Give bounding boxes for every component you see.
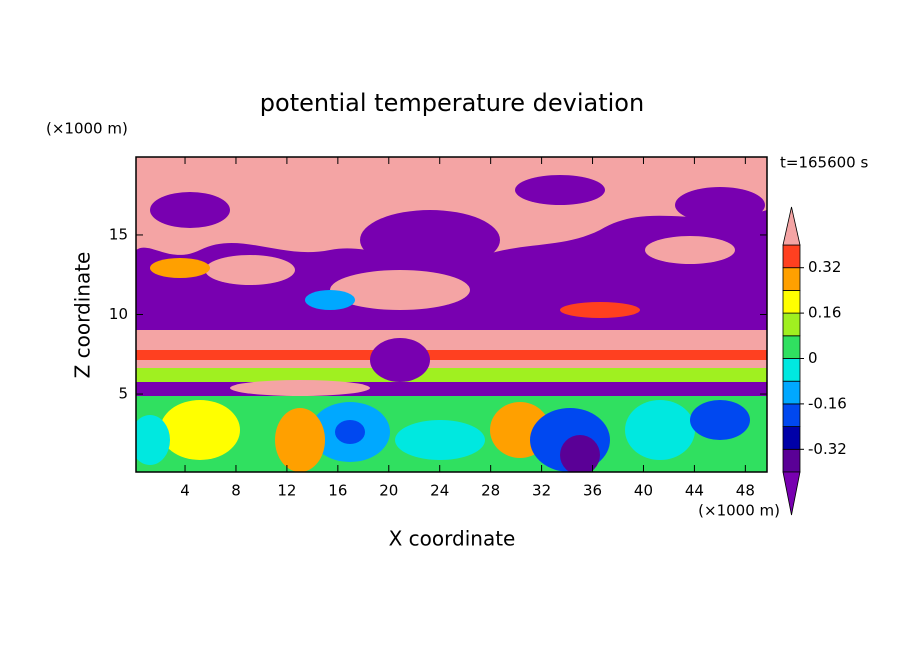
x-tick-label: 16 xyxy=(328,482,347,500)
colorbar-tick-label: 0 xyxy=(808,349,818,367)
colorbar-tick-label: -0.16 xyxy=(808,394,847,412)
y-unit: (×1000 m) xyxy=(46,120,128,138)
x-tick-label: 44 xyxy=(685,482,704,500)
colorbar-box xyxy=(782,448,801,473)
x-tick-label: 12 xyxy=(277,482,296,500)
colorbar-over xyxy=(782,206,801,246)
colorbar-tick-label: 0.16 xyxy=(808,304,841,322)
colorbar-box xyxy=(782,289,801,314)
contour-field xyxy=(136,157,767,472)
x-tick-label: 4 xyxy=(180,482,190,500)
x-tick-label: 28 xyxy=(481,482,500,500)
colorbar-tick-label: 0.32 xyxy=(808,258,841,276)
colorbar-under xyxy=(782,471,801,516)
x-axis-label: X coordinate xyxy=(389,527,516,551)
x-tick-label: 40 xyxy=(634,482,653,500)
y-tick-label: 10 xyxy=(109,305,128,323)
x-tick-label: 32 xyxy=(532,482,551,500)
colorbar-box xyxy=(782,244,801,269)
colorbar-box xyxy=(782,267,801,291)
colorbar-box xyxy=(782,380,801,405)
chart-title: potential temperature deviation xyxy=(260,89,644,117)
x-tick-label: 24 xyxy=(430,482,449,500)
y-tick-label: 5 xyxy=(118,385,128,403)
y-axis-label: Z coordinate xyxy=(71,252,95,379)
colorbar-box xyxy=(782,335,801,359)
colorbar-box xyxy=(782,312,801,337)
colorbar-box xyxy=(782,403,801,427)
x-tick-label: 48 xyxy=(736,482,755,500)
x-tick-label: 20 xyxy=(379,482,398,500)
time-label: t=165600 s xyxy=(780,154,868,172)
y-tick-label: 15 xyxy=(109,225,128,243)
colorbar-tick-label: -0.32 xyxy=(808,440,847,458)
x-unit: (×1000 m) xyxy=(698,502,780,520)
x-tick-label: 8 xyxy=(231,482,241,500)
colorbar-box xyxy=(782,358,801,382)
x-tick-label: 36 xyxy=(583,482,602,500)
colorbar-box xyxy=(782,426,801,450)
